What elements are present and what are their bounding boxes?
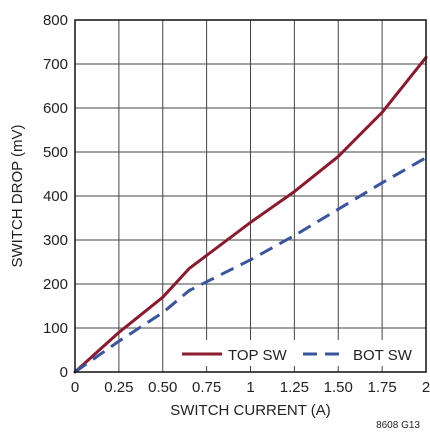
y-tick-label: 400 bbox=[43, 188, 68, 205]
y-tick-label: 300 bbox=[43, 232, 68, 249]
plot-frame bbox=[74, 19, 427, 373]
x-tick-label: 0 bbox=[71, 379, 79, 396]
y-tick-label: 500 bbox=[43, 144, 68, 161]
y-tick-label: 700 bbox=[43, 56, 68, 73]
figure-code: 8608 G13 bbox=[376, 420, 420, 431]
series-line-bot-sw bbox=[74, 156, 427, 374]
y-axis-label: SWITCH DROP (mV) bbox=[9, 124, 26, 267]
x-tick-label: 1 bbox=[246, 379, 254, 396]
series-layer bbox=[73, 55, 428, 374]
x-tick-labels: 0 0.25 0.50 0.75 1 1.25 1.50 1.75 2 bbox=[71, 379, 430, 396]
x-tick-label: 1.75 bbox=[368, 379, 397, 396]
grid-lines bbox=[75, 20, 426, 372]
x-tick-label: 1.25 bbox=[280, 379, 309, 396]
x-tick-label: 0.50 bbox=[148, 379, 177, 396]
y-tick-label: 600 bbox=[43, 100, 68, 117]
legend: TOP SW BOT SW bbox=[182, 347, 413, 364]
y-tick-labels: 0 100 200 300 400 500 600 700 800 bbox=[43, 12, 68, 381]
y-tick-label: 800 bbox=[43, 12, 68, 29]
x-tick-label: 0.75 bbox=[192, 379, 221, 396]
x-axis-label: SWITCH CURRENT (A) bbox=[170, 402, 331, 419]
legend-label: TOP SW bbox=[228, 347, 287, 364]
y-tick-label: 200 bbox=[43, 276, 68, 293]
x-tick-label: 1.50 bbox=[324, 379, 353, 396]
x-tick-label: 2 bbox=[422, 379, 430, 396]
y-tick-label: 100 bbox=[43, 320, 68, 337]
series-line-top-sw bbox=[73, 55, 428, 374]
y-tick-label: 0 bbox=[60, 364, 68, 381]
legend-label: BOT SW bbox=[353, 347, 413, 364]
x-tick-label: 0.25 bbox=[104, 379, 133, 396]
